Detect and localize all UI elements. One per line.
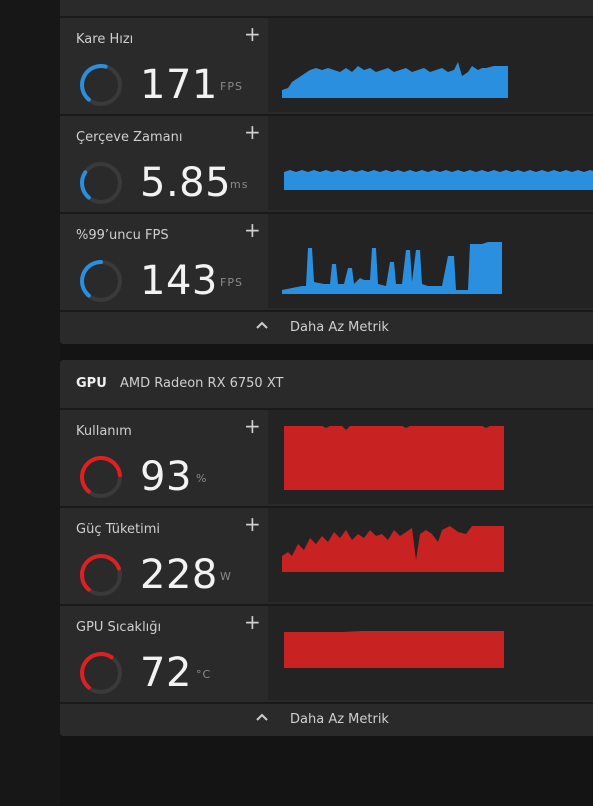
gauge-icon: [80, 554, 122, 596]
background-strip: [0, 0, 60, 806]
gpu-temperature-graph: [284, 631, 504, 668]
gauge-icon: [80, 260, 122, 302]
metric-unit: °C: [196, 668, 212, 681]
metric-unit: FPS: [220, 80, 243, 93]
metric-row-99th-fps: %99’uncu FPS + 143 FPS: [60, 212, 593, 308]
chevron-up-icon: [256, 713, 268, 721]
metric-label: Kullanım: [76, 424, 132, 439]
metric-unit: W: [220, 570, 232, 583]
fewer-metrics-label: Daha Az Metrik: [290, 712, 389, 727]
metric-row-gpu-temperature: GPU Sıcaklığı + 72 °C: [60, 604, 593, 700]
metric-value: 72: [140, 650, 192, 696]
gpu-section-title: GPU: [76, 376, 107, 391]
metric-value: 228: [140, 552, 218, 598]
metric-graph-area: [268, 508, 593, 602]
metric-value: 5.85: [140, 160, 232, 206]
frame-time-graph: [284, 170, 593, 190]
gauge-icon: [80, 162, 122, 204]
gauge-icon: [80, 456, 122, 498]
add-metric-plus-icon[interactable]: +: [244, 610, 261, 634]
fewer-metrics-toggle[interactable]: Daha Az Metrik: [60, 702, 593, 734]
power-graph: [282, 526, 504, 572]
metric-row-power: Güç Tüketimi + 228 W: [60, 506, 593, 602]
add-metric-plus-icon[interactable]: +: [244, 512, 261, 536]
add-metric-plus-icon[interactable]: +: [244, 414, 261, 438]
chevron-up-icon: [256, 321, 268, 329]
99th-fps-graph: [282, 242, 502, 294]
metric-value: 93: [140, 454, 192, 500]
fewer-metrics-toggle[interactable]: Daha Az Metrik: [60, 310, 593, 342]
metric-value: 143: [140, 258, 218, 304]
add-metric-plus-icon[interactable]: +: [244, 22, 261, 46]
metric-unit: %: [196, 472, 208, 485]
metric-unit: FPS: [220, 276, 243, 289]
fewer-metrics-label: Daha Az Metrik: [290, 320, 389, 335]
metric-graph-area: [268, 410, 593, 504]
metric-row-frame-time: Çerçeve Zamanı + 5.85 ms: [60, 114, 593, 210]
fps-metrics-panel: Kare Hızı + 171 FPS Çerçeve Zamanı + 5.8…: [60, 0, 593, 344]
metric-unit: ms: [230, 178, 249, 191]
metric-graph-area: [268, 116, 593, 210]
add-metric-plus-icon[interactable]: +: [244, 120, 261, 144]
add-metric-plus-icon[interactable]: +: [244, 218, 261, 242]
metric-graph-area: [268, 18, 593, 112]
metric-label: Kare Hızı: [76, 32, 134, 47]
frame-rate-graph: [282, 62, 508, 98]
metric-label: Güç Tüketimi: [76, 522, 161, 537]
gpu-utilization-graph: [284, 426, 504, 490]
metric-label: Çerçeve Zamanı: [76, 130, 183, 145]
metric-graph-area: [268, 214, 593, 308]
gpu-device-name: AMD Radeon RX 6750 XT: [120, 376, 284, 391]
gpu-header: GPU AMD Radeon RX 6750 XT: [60, 360, 593, 406]
metric-value: 171: [140, 62, 218, 108]
metric-label: %99’uncu FPS: [76, 228, 169, 243]
metric-row-frame-rate: Kare Hızı + 171 FPS: [60, 16, 593, 112]
gauge-icon: [80, 652, 122, 694]
metric-row-gpu-utilization: Kullanım + 93 %: [60, 408, 593, 504]
metric-graph-area: [268, 606, 593, 700]
gauge-icon: [80, 64, 122, 106]
gpu-metrics-panel: GPU AMD Radeon RX 6750 XT Kullanım + 93 …: [60, 360, 593, 736]
metric-label: GPU Sıcaklığı: [76, 620, 162, 635]
